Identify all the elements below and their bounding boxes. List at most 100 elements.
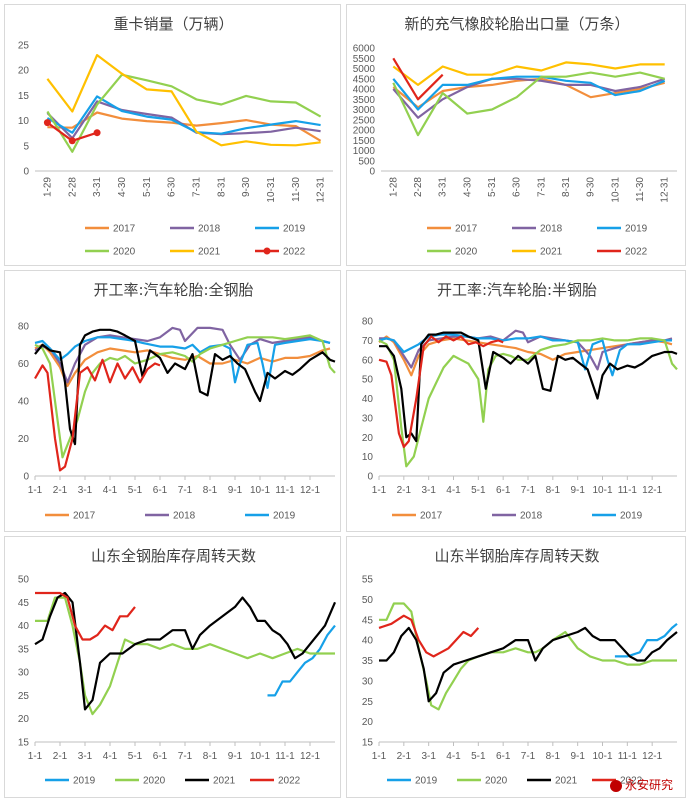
series-line-2018 (34, 326, 331, 384)
y-tick-label: 0 (369, 167, 375, 178)
legend-label-2017: 2017 (420, 511, 443, 522)
x-tick-label: 10-1 (592, 485, 612, 496)
x-tick-label: 10-1 (250, 751, 270, 762)
legend-label-2021: 2021 (555, 776, 578, 787)
y-tick-label: 40 (18, 621, 30, 632)
chart-semisteel-utilization: 开工率:汽车轮胎:半钢胎 0 10 20 30 40 50 60 70 80 1-1 2-1 3-1 4-… (362, 281, 678, 522)
chart-title: 开工率:汽车轮胎:全钢胎 (93, 281, 253, 299)
x-tick-label: 2-28 (413, 177, 424, 197)
x-tick-label: 3-1 (421, 751, 436, 762)
y-tick-label: 20 (18, 66, 30, 77)
x-tick-label: 1-28 (388, 177, 399, 197)
x-tick-label: 3-1 (78, 751, 93, 762)
series-line-2018 (379, 329, 673, 371)
legend-label-2018: 2018 (173, 511, 196, 522)
legend-label-2019: 2019 (273, 511, 296, 522)
legend-label-2022: 2022 (625, 247, 648, 258)
x-tick-label: 10-31 (610, 177, 621, 203)
y-tick-label: 25 (18, 41, 30, 52)
x-tick-label: 11-1 (275, 751, 295, 762)
legend-label-2019: 2019 (73, 776, 96, 787)
series-line-2022 (34, 358, 161, 472)
x-tick-label: 12-1 (642, 751, 662, 762)
legend-label-2021: 2021 (213, 776, 236, 787)
y-tick-label: 35 (362, 656, 374, 667)
x-tick-label: 2-1 (53, 751, 68, 762)
y-tick-label: 40 (362, 394, 374, 405)
y-tick-label: 20 (18, 434, 30, 445)
panel-allsteel-inventory: 山东全钢胎库存周转天数 15 20 25 30 35 40 45 50 1-1 2-1 3-1 4-1 5… (4, 536, 341, 798)
panel-tire-exports: 新的充气橡胶轮胎出口量（万条） 0 500 1000 1500 2000 2500 3000 3… (346, 4, 686, 266)
series-line-2019 (46, 95, 321, 135)
x-tick-label: 2-1 (397, 485, 412, 496)
x-tick-label: 1-29 (42, 177, 53, 197)
legend-label-2017: 2017 (113, 224, 136, 235)
x-tick-label: 1-1 (28, 485, 43, 496)
series-line-2021 (34, 591, 337, 711)
chart-allsteel-inventory: 山东全钢胎库存周转天数 15 20 25 30 35 40 45 50 1-1 2-1 3-1 4-1 5… (18, 547, 337, 787)
x-tick-label: 7-1 (178, 751, 193, 762)
legend-label-2019: 2019 (283, 224, 306, 235)
legend-label-2020: 2020 (113, 247, 136, 258)
chart-title: 山东半钢胎库存周转天数 (434, 547, 599, 565)
series-line-2019 (34, 336, 331, 389)
x-tick-label: 8-1 (546, 751, 561, 762)
x-tick-label: 5-1 (471, 485, 486, 496)
y-tick-label: 2000 (353, 126, 376, 137)
y-tick-label: 60 (18, 359, 30, 370)
chart-semisteel-inventory: 山东半钢胎库存周转天数 15 20 25 30 35 40 45 50 55 1-1 2-1 3-1 4-… (362, 547, 678, 787)
x-tick-label: 3-1 (78, 485, 93, 496)
chart-title: 重卡销量（万辆） (113, 15, 233, 33)
y-tick-label: 6000 (353, 44, 376, 55)
x-tick-label: 2-1 (53, 485, 68, 496)
x-tick-label: 6-1 (496, 751, 511, 762)
series-line-2021 (46, 54, 321, 147)
x-tick-label: 11-1 (618, 751, 638, 762)
chart-allsteel-utilization: 开工率:汽车轮胎:全钢胎 0 20 40 60 80 1-1 2-1 3-1 4-1 5-1 6-1 7… (18, 281, 336, 522)
x-tick-label: 6-1 (153, 485, 168, 496)
y-tick-label: 1000 (353, 146, 376, 157)
series-line-2019 (267, 624, 336, 697)
legend-label-2019: 2019 (625, 224, 648, 235)
series-line-2021 (392, 61, 665, 86)
x-tick-label: 12-31 (660, 177, 671, 203)
x-tick-label: 4-1 (103, 751, 118, 762)
y-tick-label: 55 (362, 575, 374, 586)
series-line-2020 (378, 337, 678, 468)
y-tick-label: 80 (18, 322, 30, 333)
y-tick-label: 3500 (353, 95, 376, 106)
y-tick-label: 4000 (353, 85, 376, 96)
y-tick-label: 5500 (353, 54, 376, 65)
legend-label-2020: 2020 (143, 776, 166, 787)
y-tick-label: 3000 (353, 105, 376, 116)
x-tick-label: 7-1 (178, 485, 193, 496)
series-marker-2022 (43, 119, 51, 127)
x-tick-label: 5-31 (142, 177, 153, 197)
x-tick-label: 9-30 (586, 177, 597, 197)
series-line-2019 (392, 75, 666, 111)
y-tick-label: 20 (18, 714, 30, 725)
y-tick-label: 50 (362, 375, 374, 386)
x-tick-label: 9-1 (570, 751, 585, 762)
x-tick-label: 12-1 (300, 485, 320, 496)
x-tick-label: 10-1 (250, 485, 270, 496)
y-tick-label: 30 (18, 668, 30, 679)
y-tick-label: 25 (362, 697, 374, 708)
x-tick-label: 12-1 (642, 485, 662, 496)
x-tick-label: 8-1 (546, 485, 561, 496)
y-tick-label: 10 (18, 116, 30, 127)
y-tick-label: 35 (18, 644, 30, 655)
x-tick-label: 7-31 (536, 177, 547, 197)
x-tick-label: 8-31 (216, 177, 227, 197)
x-tick-label: 4-1 (446, 751, 461, 762)
x-tick-label: 8-1 (203, 751, 218, 762)
y-tick-label: 15 (18, 738, 30, 749)
x-tick-label: 11-1 (275, 485, 295, 496)
x-tick-label: 6-1 (153, 751, 168, 762)
x-tick-label: 1-1 (28, 751, 43, 762)
x-tick-label: 7-1 (521, 751, 536, 762)
x-tick-label: 5-31 (487, 177, 498, 197)
y-tick-label: 5 (23, 141, 29, 152)
series-line-2017 (34, 343, 331, 388)
panel-allsteel-utilization: 开工率:汽车轮胎:全钢胎 0 20 40 60 80 1-1 2-1 3-1 4-1 5-1 6-1 7… (4, 270, 341, 532)
